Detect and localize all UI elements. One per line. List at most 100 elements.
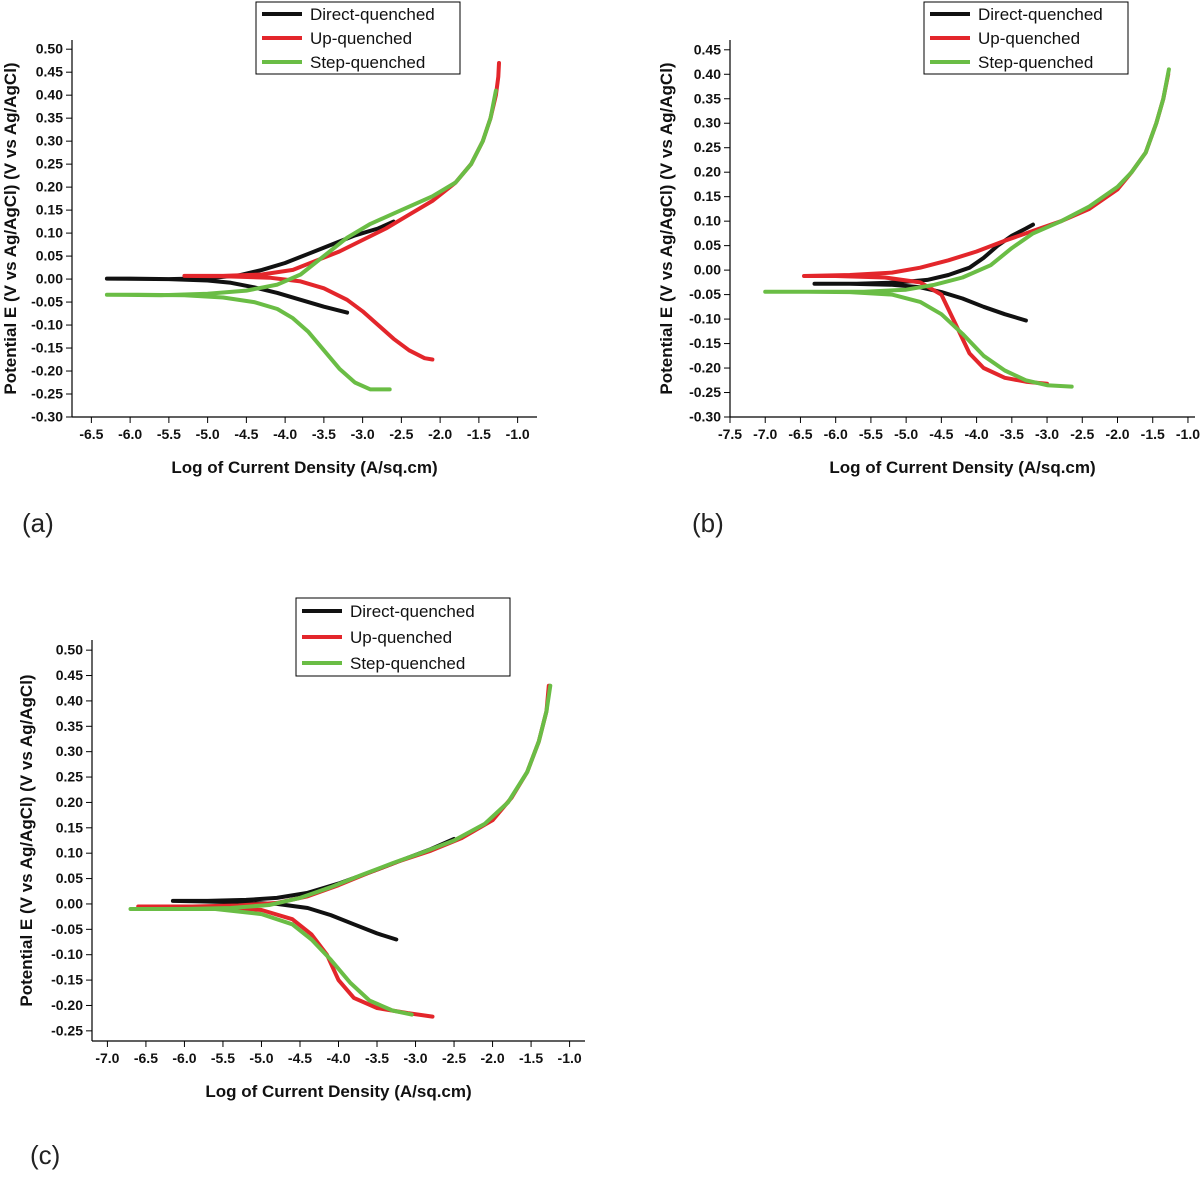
y-tick-label: 0.00 (56, 895, 83, 911)
x-tick-label: -2.0 (481, 1050, 505, 1066)
y-tick-label: -0.10 (31, 317, 63, 333)
series-line-up (182, 61, 501, 362)
y-tick-label: 0.15 (694, 188, 721, 204)
x-tick-label: -1.5 (1141, 426, 1165, 442)
y-tick-label: -0.15 (689, 335, 721, 351)
x-tick-label: -7.0 (95, 1050, 119, 1066)
y-tick-label: -0.15 (51, 972, 83, 988)
y-tick-label: 0.05 (694, 237, 721, 253)
y-axis-label: Potential E (V vs Ag/AgCl) (V vs Ag/AgCl… (1, 62, 20, 394)
y-tick-label: -0.05 (689, 286, 721, 302)
panel-label-c: (c) (30, 1140, 61, 1170)
y-tick-label: -0.20 (31, 363, 63, 379)
legend-label-direct: Direct-quenched (978, 5, 1103, 24)
y-tick-label: -0.10 (689, 311, 721, 327)
x-tick-label: -1.0 (1176, 426, 1200, 442)
x-tick-label: -5.0 (249, 1050, 273, 1066)
legend-label-up: Up-quenched (350, 628, 452, 647)
chart-c: -0.25 -0.20 -0.15 -0.10 -0.05 0.00 0.05 0.10 0.1… (17, 597, 585, 1101)
x-tick-label: -2.5 (1070, 426, 1094, 442)
y-tick-label: -0.25 (51, 1022, 83, 1038)
y-tick-label: -0.10 (51, 946, 83, 962)
y-tick-label: 0.10 (56, 845, 83, 861)
x-tick-label: -2.5 (442, 1050, 466, 1066)
y-tick-label: -0.30 (689, 409, 721, 425)
legend-label-step: Step-quenched (350, 654, 465, 673)
x-tick-label: -6.5 (134, 1050, 158, 1066)
y-tick-label: 0.35 (56, 718, 83, 734)
x-axis-label: Log of Current Density (A/sq.cm) (829, 458, 1095, 477)
y-tick-label: 0.30 (694, 115, 721, 131)
y-tick-label: 0.20 (694, 164, 721, 180)
x-tick-label: -1.5 (467, 426, 491, 442)
series-line-direct (104, 219, 396, 315)
x-tick-label: -3.5 (312, 426, 336, 442)
x-tick-label: -3.0 (351, 426, 375, 442)
y-tick-label: 0.15 (36, 202, 63, 218)
x-tick-label: -4.0 (965, 426, 989, 442)
x-tick-label: -2.0 (428, 426, 452, 442)
y-tick-label: 0.30 (56, 743, 83, 759)
y-tick-label: -0.20 (51, 997, 83, 1013)
legend-label-up: Up-quenched (978, 29, 1080, 48)
y-tick-label: 0.45 (36, 64, 63, 80)
series-line-step (104, 88, 498, 392)
legend-label-step: Step-quenched (310, 53, 425, 72)
y-tick-label: -0.25 (689, 384, 721, 400)
x-tick-label: -6.0 (824, 426, 848, 442)
series-line-up (136, 683, 551, 1019)
x-tick-label: -3.0 (403, 1050, 427, 1066)
x-tick-label: -5.0 (894, 426, 918, 442)
y-tick-label: 0.40 (56, 692, 83, 708)
panel-label-a: (a) (22, 508, 54, 538)
y-tick-label: 0.25 (694, 139, 721, 155)
y-tick-label: 0.10 (36, 225, 63, 241)
y-tick-label: 0.05 (56, 870, 83, 886)
y-tick-label: 0.15 (56, 819, 83, 835)
x-axis-label: Log of Current Density (A/sq.cm) (171, 458, 437, 477)
series-line-direct (812, 222, 1035, 323)
panel-label-b: (b) (692, 508, 724, 538)
x-tick-label: -3.0 (1035, 426, 1059, 442)
legend-label-direct: Direct-quenched (310, 5, 435, 24)
series-line-direct (170, 837, 456, 942)
x-tick-label: -2.5 (389, 426, 413, 442)
legend-label-direct: Direct-quenched (350, 602, 475, 621)
y-tick-label: 0.20 (56, 794, 83, 810)
x-tick-label: -1.0 (558, 1050, 582, 1066)
x-tick-label: -7.0 (753, 426, 777, 442)
y-tick-label: 0.45 (694, 41, 721, 57)
y-tick-label: 0.25 (56, 769, 83, 785)
series-line-step (763, 67, 1171, 389)
x-axis-label: Log of Current Density (A/sq.cm) (205, 1082, 471, 1101)
y-tick-label: -0.05 (31, 294, 63, 310)
legend-label-step: Step-quenched (978, 53, 1093, 72)
y-tick-label: 0.05 (36, 248, 63, 264)
x-tick-label: -6.5 (79, 426, 103, 442)
x-tick-label: -3.5 (1000, 426, 1024, 442)
series-line-step (128, 683, 553, 1017)
y-tick-label: 0.35 (36, 110, 63, 126)
y-tick-label: 0.25 (36, 156, 63, 172)
x-tick-label: -4.5 (234, 426, 258, 442)
x-tick-label: -6.0 (118, 426, 142, 442)
y-tick-label: -0.25 (31, 386, 63, 402)
chart-a: -0.30 -0.25 -0.20 -0.15 -0.10 -0.05 0.00 0.05 0.… (1, 1, 537, 477)
x-tick-label: -4.5 (288, 1050, 312, 1066)
legend-label-up: Up-quenched (310, 29, 412, 48)
x-tick-label: -3.5 (365, 1050, 389, 1066)
y-tick-label: 0.40 (36, 87, 63, 103)
y-tick-label: 0.40 (694, 66, 721, 82)
x-tick-label: -5.5 (211, 1050, 235, 1066)
y-tick-label: 0.35 (694, 90, 721, 106)
x-tick-label: -5.0 (196, 426, 220, 442)
y-tick-label: 0.45 (56, 667, 83, 683)
x-tick-label: -2.0 (1105, 426, 1129, 442)
x-tick-label: -5.5 (157, 426, 181, 442)
y-tick-label: -0.20 (689, 360, 721, 376)
y-tick-label: -0.30 (31, 409, 63, 425)
y-tick-label: 0.50 (56, 642, 83, 658)
x-tick-label: -4.0 (326, 1050, 350, 1066)
x-tick-label: -1.5 (519, 1050, 543, 1066)
